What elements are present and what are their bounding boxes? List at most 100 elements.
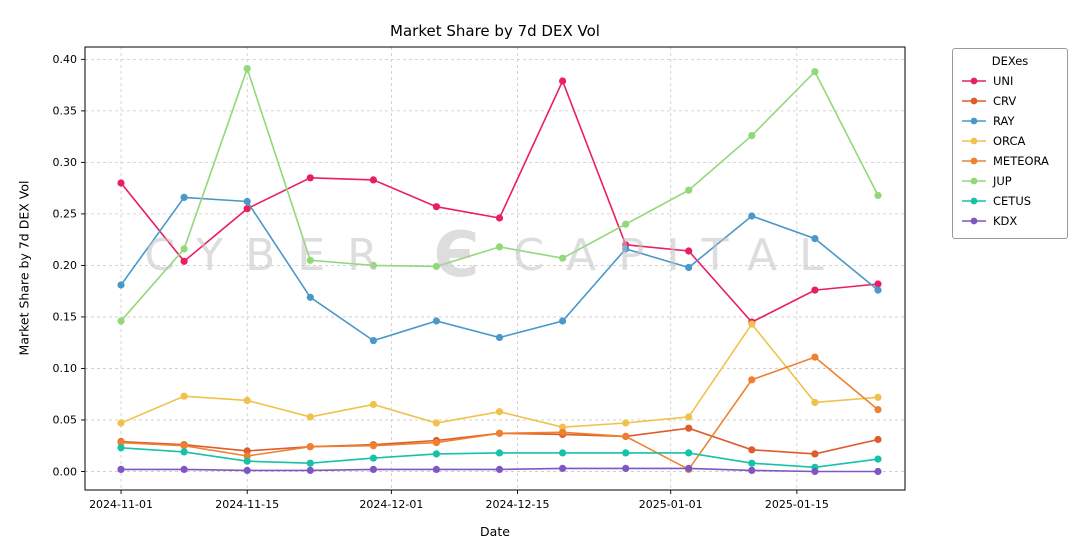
series-point-RAY xyxy=(874,286,882,294)
series-point-METEORA xyxy=(495,429,504,437)
series-point-RAY xyxy=(622,245,630,253)
legend-item-METEORA: METEORA xyxy=(961,151,1059,171)
legend-label-JUP: JUP xyxy=(993,174,1012,188)
series-point-RAY xyxy=(369,337,377,345)
x-axis-label: Date xyxy=(480,524,510,539)
legend-label-CETUS: CETUS xyxy=(993,194,1032,208)
series-point-JUP xyxy=(874,191,882,199)
series-point-ORCA xyxy=(874,393,882,401)
series-point-JUP xyxy=(306,256,314,264)
series-point-RAY xyxy=(748,212,756,220)
plot-border xyxy=(84,46,906,491)
series-point-UNI xyxy=(306,174,314,182)
legend-title: DEXes xyxy=(991,54,1029,68)
series-point-CRV xyxy=(243,447,251,455)
series-point-ORCA xyxy=(306,413,314,421)
series-point-RAY xyxy=(117,281,125,289)
series-point-ORCA xyxy=(811,398,819,406)
series-point-ORCA xyxy=(495,408,504,416)
y-tick-label: 0.30 xyxy=(53,156,78,169)
series-point-METEORA xyxy=(559,428,567,436)
series-point-JUP xyxy=(622,220,630,228)
series-point-CRV xyxy=(811,450,819,458)
series-point-KDX xyxy=(685,464,693,472)
series-point-RAY xyxy=(180,193,188,201)
x-tick-label: 2024-12-15 xyxy=(486,498,550,511)
series-point-UNI xyxy=(243,205,251,213)
legend-marker-KDX xyxy=(962,217,986,225)
x-tick-label: 2025-01-15 xyxy=(765,498,829,511)
series-point-METEORA xyxy=(117,439,125,447)
series-point-CRV xyxy=(748,446,756,454)
series-point-ORCA xyxy=(559,423,567,431)
y-tick-label: 0.10 xyxy=(53,362,78,375)
series-point-JUP xyxy=(243,65,251,73)
series-point-CETUS xyxy=(432,450,440,458)
legend-label-METEORA: METEORA xyxy=(993,154,1049,168)
legend-item-ORCA: ORCA xyxy=(961,131,1059,151)
series-point-METEORA xyxy=(243,452,251,460)
legend-label-RAY: RAY xyxy=(993,114,1015,128)
series-point-CETUS xyxy=(180,448,188,456)
series-point-METEORA xyxy=(306,443,314,451)
series-point-ORCA xyxy=(369,400,377,409)
legend-item-UNI: UNI xyxy=(961,71,1059,91)
series-point-ORCA xyxy=(243,396,251,404)
series-point-KDX xyxy=(243,466,251,474)
y-tick-label: 0.15 xyxy=(53,311,78,324)
x-tick-label: 2024-12-01 xyxy=(359,498,423,511)
series-point-METEORA xyxy=(874,406,882,414)
series-point-ORCA xyxy=(180,392,188,400)
series-point-METEORA xyxy=(811,353,819,361)
series-point-KDX xyxy=(432,465,440,473)
legend-items: UNI CRV RAY ORCA METEORA JUP CETUS KDX xyxy=(961,71,1059,231)
series-point-RAY xyxy=(306,293,314,301)
series-point-CETUS xyxy=(306,459,314,467)
series-point-RAY xyxy=(685,263,693,272)
series-point-KDX xyxy=(306,466,314,474)
series-point-JUP xyxy=(748,132,756,140)
series-point-CETUS xyxy=(559,449,567,457)
series-point-KDX xyxy=(622,464,630,472)
series-point-CETUS xyxy=(685,449,693,457)
series-point-ORCA xyxy=(748,320,756,328)
series-point-CETUS xyxy=(495,449,504,457)
x-tick-label: 2024-11-01 xyxy=(89,498,153,511)
legend-label-CRV: CRV xyxy=(993,94,1017,108)
legend-label-UNI: UNI xyxy=(993,74,1014,88)
legend-marker-JUP xyxy=(962,177,986,185)
series-point-RAY xyxy=(495,333,504,342)
x-tick-label: 2024-11-15 xyxy=(215,498,279,511)
series-point-UNI xyxy=(874,280,882,288)
series-point-JUP xyxy=(117,317,125,325)
series-point-KDX xyxy=(180,465,188,473)
series-point-CRV xyxy=(874,435,882,444)
legend-marker-RAY xyxy=(962,117,986,125)
series-point-KDX xyxy=(495,465,504,473)
series-point-UNI xyxy=(559,77,567,85)
series-point-UNI xyxy=(117,179,125,187)
legend-label-ORCA: ORCA xyxy=(993,134,1026,148)
series-point-KDX xyxy=(811,467,819,476)
series-point-ORCA xyxy=(622,419,630,427)
legend-item-RAY: RAY xyxy=(961,111,1059,131)
series-point-METEORA xyxy=(622,432,630,440)
series-point-CETUS xyxy=(622,449,630,457)
series-point-CETUS xyxy=(874,455,882,463)
series-point-CETUS xyxy=(243,457,251,465)
legend-marker-CRV xyxy=(962,97,986,105)
y-tick-label: 0.40 xyxy=(53,53,78,66)
series-point-KDX xyxy=(117,465,125,473)
series-point-CETUS xyxy=(748,459,756,467)
series-point-CETUS xyxy=(369,454,377,462)
series-point-ORCA xyxy=(117,419,125,427)
legend-marker-ORCA xyxy=(962,137,986,145)
legend-marker-UNI xyxy=(962,77,986,85)
series-point-UNI xyxy=(811,286,819,294)
series-point-METEORA xyxy=(748,376,756,384)
series-point-RAY xyxy=(243,197,251,206)
series-point-RAY xyxy=(559,317,567,325)
x-tick-label: 2025-01-01 xyxy=(639,498,703,511)
y-tick-label: 0.00 xyxy=(53,465,78,478)
